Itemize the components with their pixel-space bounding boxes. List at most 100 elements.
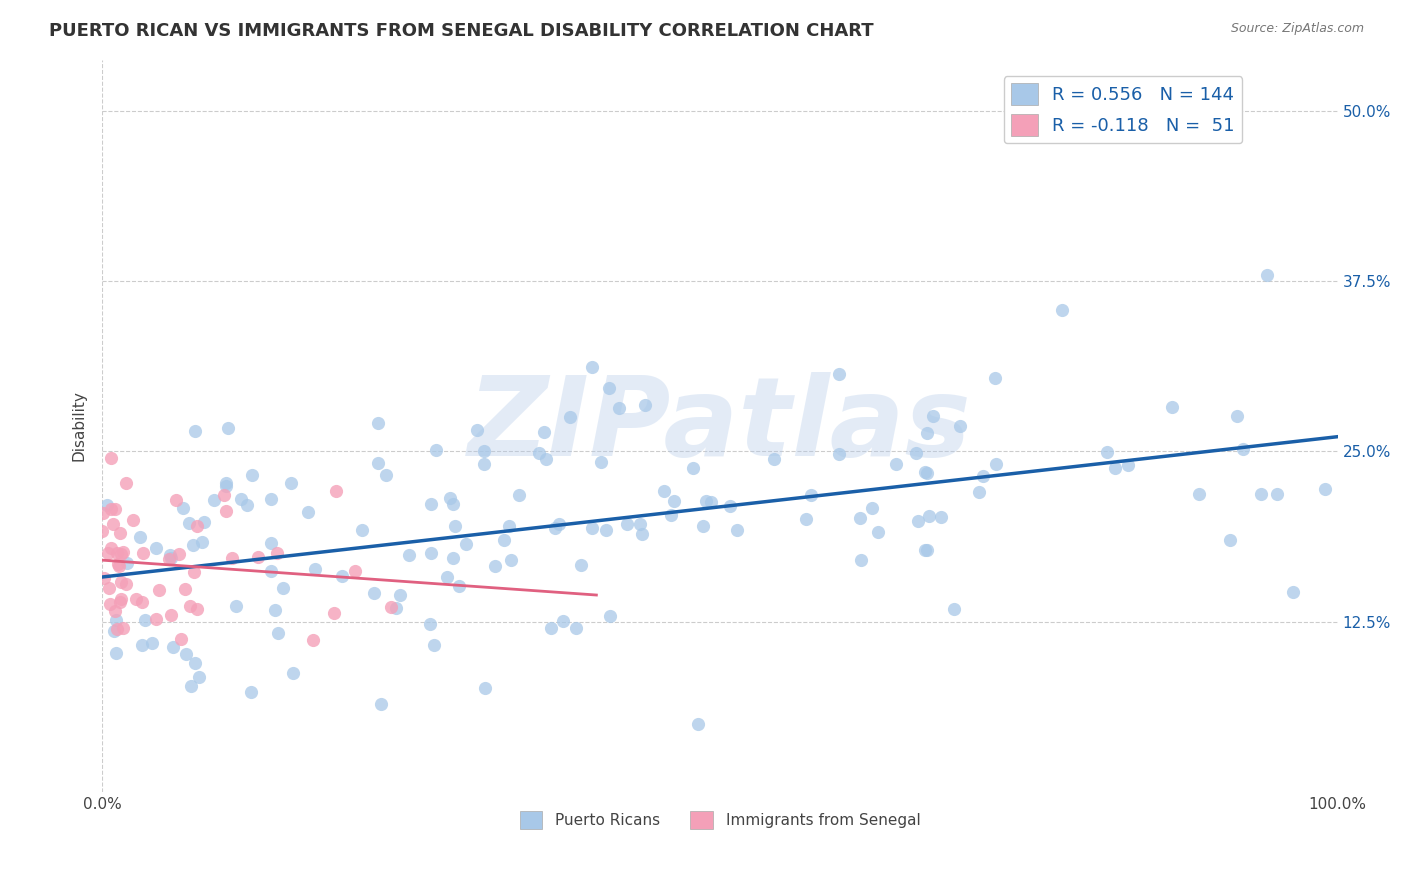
Point [225,599,247,613]
Point [186,518,208,533]
Point [884,457,907,471]
Point [607,401,630,415]
Point [93,571,115,585]
Point [125,592,148,607]
Point [177,516,200,530]
Point [616,516,638,531]
Point [589,455,612,469]
Point [352,523,374,537]
Point [108,525,131,540]
Point [105,613,128,627]
Point [103,605,125,619]
Point [866,524,889,539]
Point [105,546,128,560]
Point [115,476,138,491]
Point [246,549,269,564]
Point [122,513,145,527]
Point [97,581,120,595]
Point [98,597,121,611]
Point [439,491,461,505]
Point [231,492,253,507]
Point [695,494,717,508]
Text: PUERTO RICAN VS IMMIGRANTS FROM SENEGAL DISABILITY CORRELATION CHART: PUERTO RICAN VS IMMIGRANTS FROM SENEGAL … [49,22,875,40]
Point [398,548,420,562]
Point [652,484,675,499]
Point [501,552,523,566]
Text: Source: ZipAtlas.com: Source: ZipAtlas.com [1230,22,1364,36]
Point [828,447,851,461]
Point [492,533,515,547]
Point [215,479,238,493]
Point [100,541,122,555]
Point [1226,409,1249,423]
Point [454,537,477,551]
Point [160,551,183,566]
Point [918,509,941,524]
Point [1095,445,1118,459]
Point [692,519,714,533]
Point [110,548,132,562]
Point [419,617,441,632]
Legend: Puerto Ricans, Immigrants from Senegal: Puerto Ricans, Immigrants from Senegal [513,805,927,836]
Point [904,446,927,460]
Point [474,681,496,696]
Point [1256,268,1278,282]
Point [103,516,125,531]
Point [548,516,571,531]
Point [325,484,347,499]
Point [97,546,120,560]
Point [191,535,214,549]
Point [1116,458,1139,472]
Point [595,523,617,537]
Point [449,579,471,593]
Point [375,468,398,483]
Point [167,547,190,561]
Point [104,646,127,660]
Point [718,499,741,513]
Point [184,656,207,670]
Point [91,506,114,520]
Text: ZIPatlas: ZIPatlas [468,372,972,479]
Point [181,538,204,552]
Point [915,467,938,481]
Point [148,583,170,598]
Point [363,586,385,600]
Point [1050,303,1073,318]
Point [529,446,551,460]
Point [193,515,215,529]
Point [1265,487,1288,501]
Point [240,468,263,483]
Point [389,588,412,602]
Point [472,457,495,471]
Point [180,680,202,694]
Point [659,508,682,522]
Point [215,504,238,518]
Point [110,574,132,589]
Point [111,545,134,559]
Point [972,468,994,483]
Point [157,551,180,566]
Point [103,624,125,638]
Point [533,425,555,440]
Point [159,548,181,562]
Point [134,613,156,627]
Point [145,541,167,556]
Point [419,546,441,560]
Point [794,512,817,526]
Point [367,416,389,430]
Point [441,497,464,511]
Point [598,381,620,395]
Point [581,360,603,375]
Point [634,398,657,412]
Point [849,511,872,525]
Point [915,426,938,441]
Point [384,601,406,615]
Point [800,488,823,502]
Point [508,488,530,502]
Point [179,599,201,614]
Point [129,530,152,544]
Point [860,501,883,516]
Point [115,556,138,570]
Point [1281,584,1303,599]
Point [202,492,225,507]
